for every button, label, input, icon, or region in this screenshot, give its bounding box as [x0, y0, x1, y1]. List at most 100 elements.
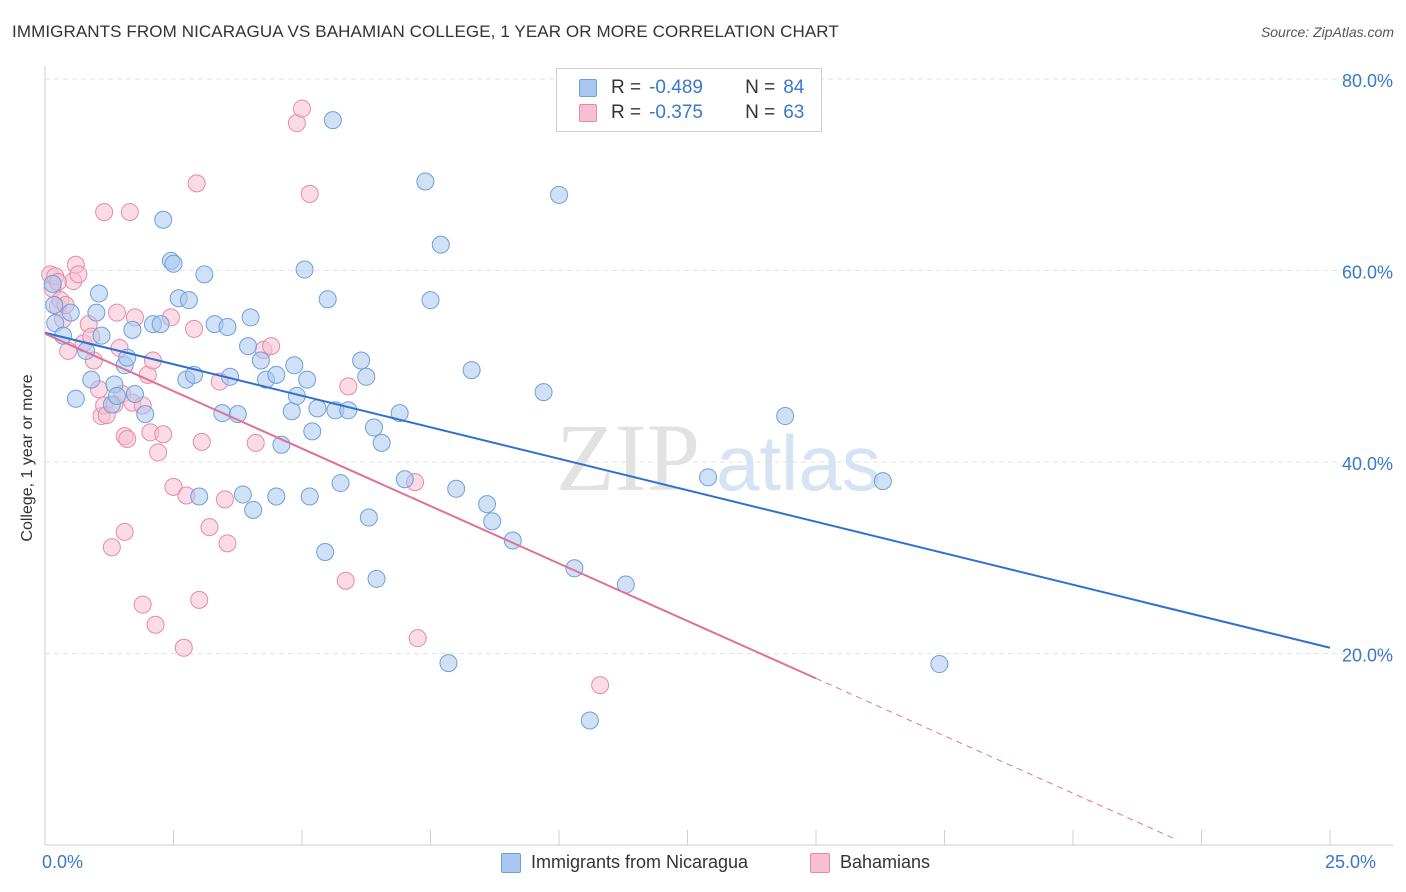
data-point	[390, 404, 409, 423]
data-point	[699, 468, 718, 487]
data-point	[118, 430, 137, 449]
legend-label-bahamians: Bahamians	[840, 852, 931, 872]
data-point	[136, 405, 155, 424]
legend-swatch-bahamians	[579, 104, 597, 122]
data-point	[303, 422, 322, 441]
y-tick-label: 20.0%	[1342, 646, 1393, 666]
data-point	[185, 319, 204, 338]
data-point	[218, 317, 237, 336]
data-point	[372, 433, 391, 452]
legend-row-nicaragua: R = -0.489 N = 84	[579, 76, 804, 100]
data-point	[352, 351, 371, 370]
data-point	[873, 472, 892, 491]
data-point	[339, 377, 358, 396]
legend-n-value: 84	[783, 77, 805, 98]
data-point	[164, 254, 183, 273]
data-point	[251, 351, 270, 370]
y-tick-label: 40.0%	[1342, 454, 1393, 474]
data-point	[336, 571, 355, 590]
data-point	[439, 654, 458, 673]
x-tick-min: 0.0%	[42, 852, 84, 872]
data-point	[267, 487, 286, 506]
data-point	[133, 595, 152, 614]
data-point	[154, 210, 173, 229]
data-point	[367, 569, 386, 588]
gridlines	[45, 78, 1393, 654]
data-point	[102, 538, 121, 557]
data-point	[591, 676, 610, 695]
source-label: Source: ZipAtlas.com	[1260, 24, 1394, 40]
data-point	[331, 474, 350, 493]
data-point	[262, 337, 281, 356]
data-point	[300, 184, 319, 203]
data-point	[580, 711, 599, 730]
trend-line-bahamians-extension	[815, 677, 1177, 840]
watermark: ZIP atlas	[556, 404, 881, 511]
data-point	[174, 638, 193, 657]
data-point	[534, 383, 553, 402]
data-point	[195, 265, 214, 284]
legend-r-value: -0.375	[649, 102, 703, 123]
y-tick-label: 60.0%	[1342, 263, 1393, 283]
data-point	[359, 508, 378, 527]
data-point	[308, 399, 327, 418]
data-point	[483, 512, 502, 531]
legend-row-bahamians: R = -0.375 N = 63	[579, 101, 804, 125]
legend-swatch-bahamians	[810, 852, 830, 873]
legend-swatch-nicaragua	[579, 79, 597, 97]
data-point	[43, 274, 62, 293]
stats-legend: R = -0.489 N = 84 R = -0.375 N = 63	[556, 68, 822, 132]
data-point	[316, 543, 335, 562]
data-point	[462, 361, 481, 380]
legend-r-value: -0.489	[649, 77, 703, 98]
data-point	[421, 291, 440, 310]
data-point	[95, 203, 114, 222]
chart-title: IMMIGRANTS FROM NICARAGUA VS BAHAMIAN CO…	[12, 22, 839, 41]
data-point	[478, 495, 497, 514]
data-point	[416, 172, 435, 191]
data-point	[285, 356, 304, 375]
data-point	[282, 402, 301, 421]
data-point	[298, 370, 317, 389]
data-point	[87, 303, 106, 322]
data-point	[179, 291, 198, 310]
trend-line-nicaragua	[44, 331, 1331, 649]
y-axis-label: College, 1 year or more	[19, 374, 36, 542]
data-point	[154, 425, 173, 444]
legend-n-value: 63	[783, 102, 805, 123]
watermark-atlas: atlas	[716, 419, 881, 507]
legend-r-label: R =	[611, 77, 642, 98]
legend-label-nicaragua: Immigrants from Nicaragua	[531, 852, 749, 872]
data-point	[92, 326, 111, 345]
legend-item-bahamians[interactable]: Bahamians	[810, 852, 930, 873]
data-point	[300, 487, 319, 506]
data-point	[61, 303, 80, 322]
data-point	[550, 185, 568, 204]
data-point	[218, 534, 237, 553]
data-point	[151, 315, 170, 334]
nicaragua-points	[43, 111, 949, 730]
legend-n-label: N =	[745, 77, 776, 98]
data-point	[339, 401, 358, 420]
data-point	[930, 655, 949, 674]
data-point	[239, 337, 258, 356]
data-point	[123, 320, 142, 339]
trend-lines	[44, 331, 1331, 840]
data-point	[190, 487, 209, 506]
data-point	[244, 500, 263, 519]
legend-item-nicaragua[interactable]: Immigrants from Nicaragua	[501, 852, 748, 873]
data-point	[200, 518, 219, 537]
data-point	[187, 174, 206, 193]
data-point	[357, 367, 376, 386]
axes	[44, 66, 1393, 846]
legend-r-label: R =	[611, 102, 642, 123]
data-point	[295, 260, 314, 279]
data-point	[82, 370, 101, 389]
data-point	[115, 522, 134, 541]
data-point	[192, 432, 211, 451]
data-point	[241, 308, 260, 327]
data-point	[323, 111, 342, 130]
data-point	[146, 615, 165, 634]
data-point	[408, 629, 427, 648]
